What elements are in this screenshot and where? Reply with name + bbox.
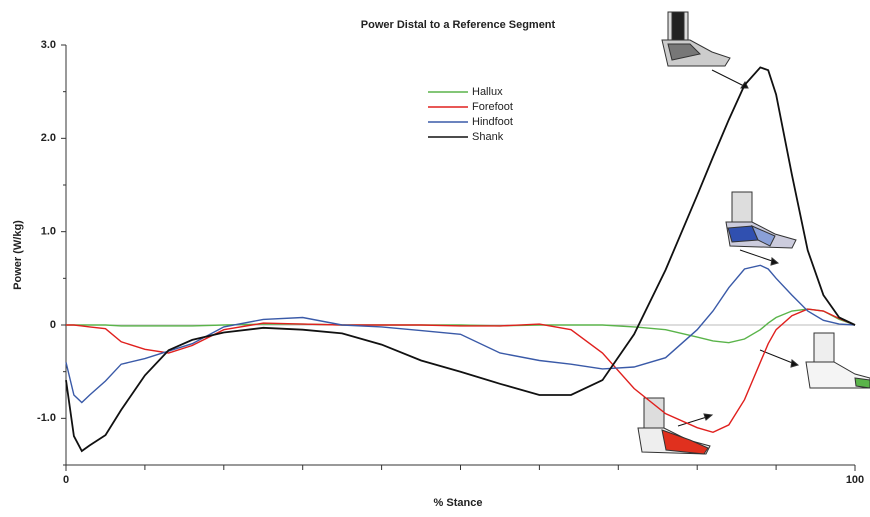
foot-icon-forefoot	[638, 398, 712, 454]
chart-title: Power Distal to a Reference Segment	[361, 19, 556, 31]
foot-icon-shank	[662, 12, 748, 88]
x-axis-label: % Stance	[434, 497, 483, 509]
y-tick-label: 0	[50, 319, 56, 331]
y-axis-label: Power (W/kg)	[12, 220, 24, 290]
series-line	[66, 67, 855, 451]
y-tick-label: -1.0	[37, 412, 56, 424]
foot-icon-hindfoot	[726, 192, 796, 265]
x-tick-label: 0	[63, 474, 69, 486]
series-line	[66, 265, 855, 402]
y-tick-label: 2.0	[41, 132, 56, 144]
legend-label: Hallux	[472, 86, 503, 98]
legend-label: Forefoot	[472, 101, 513, 113]
x-tick-label: 100	[846, 474, 864, 486]
y-tick-label: 3.0	[41, 39, 56, 51]
series-line	[66, 309, 855, 432]
y-tick-label: 1.0	[41, 226, 56, 238]
legend-label: Shank	[472, 131, 504, 143]
foot-icon-hallux	[760, 333, 870, 388]
chart: Power Distal to a Reference Segment % St…	[0, 0, 870, 512]
legend-label: Hindfoot	[472, 116, 513, 128]
